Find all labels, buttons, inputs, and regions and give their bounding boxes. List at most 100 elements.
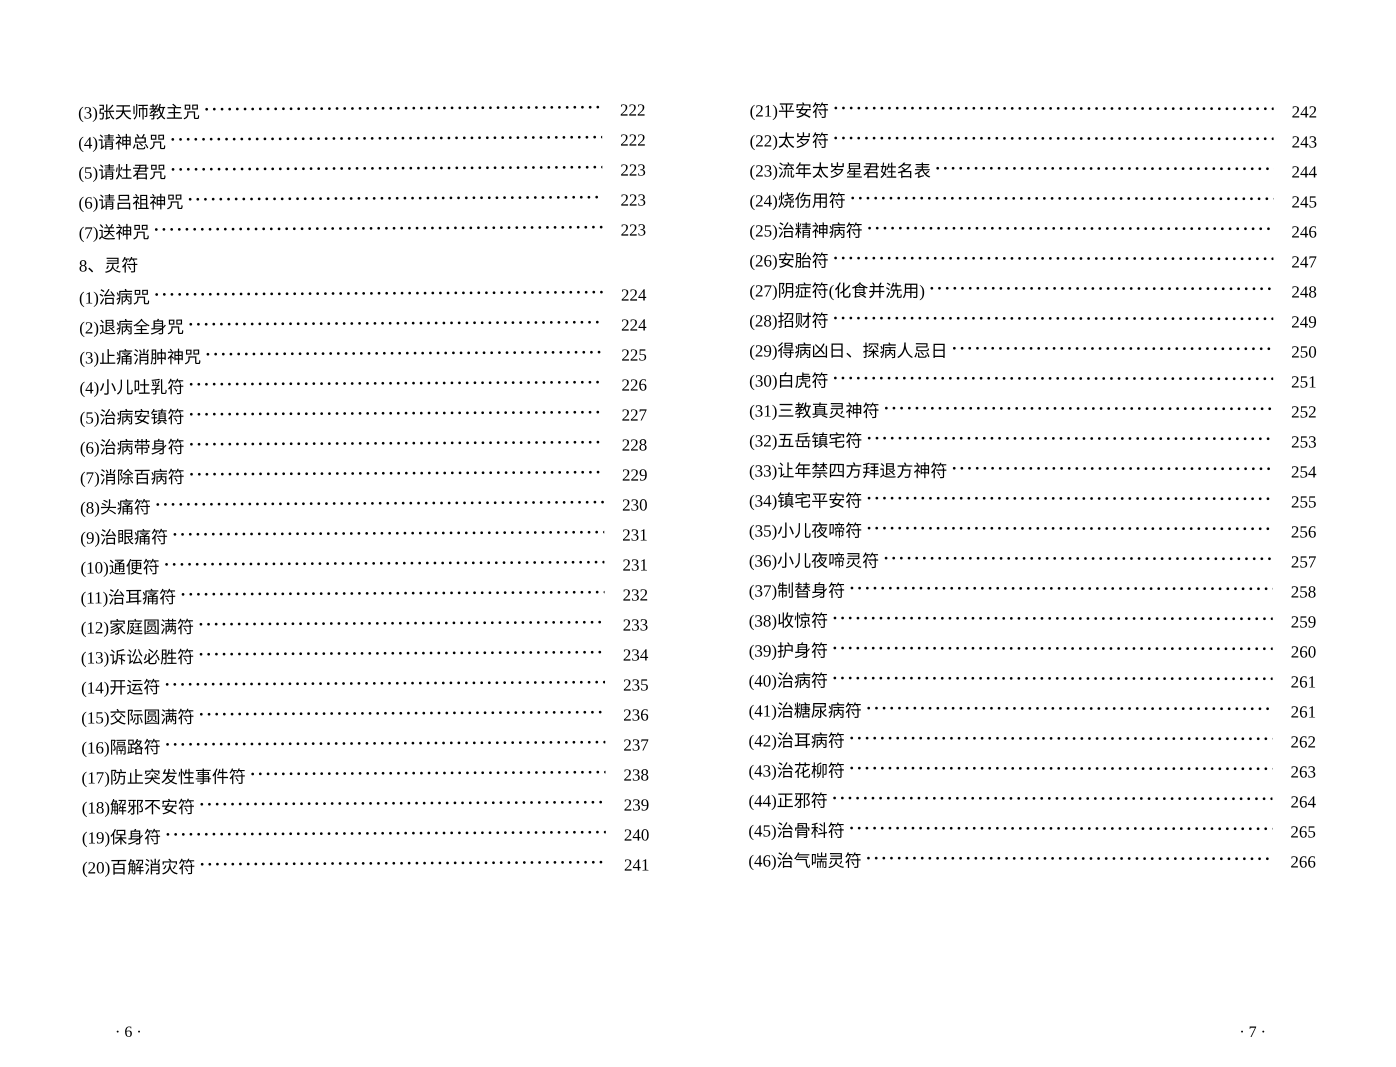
toc-entry: (39)护身符 260 xyxy=(748,640,1316,661)
toc-entry-page: 255 xyxy=(1276,493,1316,510)
toc-entry-page: 260 xyxy=(1276,643,1316,660)
toc-entry-label: (46)治气喘灵符 xyxy=(748,853,861,870)
toc-entry-label: (44)正邪符 xyxy=(748,793,827,810)
toc-leader-dots xyxy=(154,284,603,303)
toc-entry-label: (16)隔路符 xyxy=(81,739,160,756)
toc-leader-dots xyxy=(831,790,1271,808)
toc-entry-label: (33)让年禁四方拜退方神符 xyxy=(749,463,947,480)
toc-leader-dots xyxy=(153,219,602,238)
toc-entry: (17)防止突发性事件符238 xyxy=(81,764,649,787)
toc-entry-label: (4)小儿吐乳符 xyxy=(79,379,184,397)
toc-entry: (33)让年禁四方拜退方神符 254 xyxy=(749,460,1317,481)
toc-entry-page: 236 xyxy=(609,707,649,724)
toc-entry: (3)止痛消肿神咒 225 xyxy=(79,344,647,367)
toc-entry-label: (9)治眼痛符 xyxy=(80,529,168,546)
toc-entry-page: 259 xyxy=(1276,613,1316,630)
toc-entry: (6)治病带身符228 xyxy=(80,434,648,457)
toc-leader-dots xyxy=(866,520,1272,538)
toc-entry: (5)请灶君咒223 xyxy=(78,159,646,182)
toc-entry: (30)白虎符251 xyxy=(749,370,1317,391)
toc-entry-label: (34)镇宅平安符 xyxy=(748,493,861,510)
toc-entry-page: 254 xyxy=(1276,463,1316,480)
toc-entry: (8)头痛符 230 xyxy=(80,494,648,517)
toc-entry-page: 224 xyxy=(606,287,646,304)
toc-entry-page: 261 xyxy=(1276,673,1316,690)
toc-entry-page: 248 xyxy=(1276,283,1316,300)
toc-entry: (44)正邪符264 xyxy=(748,790,1316,811)
toc-leader-dots xyxy=(832,100,1272,118)
toc-entry-page: 240 xyxy=(609,827,649,844)
toc-entry: (32)五岳镇宅符253 xyxy=(749,430,1317,451)
toc-leader-dots xyxy=(188,404,603,423)
toc-entry-label: (3)止痛消肿神咒 xyxy=(79,349,201,367)
toc-leader-dots xyxy=(866,430,1272,448)
toc-entry-page: 223 xyxy=(606,162,646,179)
toc-entry: (23)流年太岁星君姓名表244 xyxy=(749,160,1317,181)
toc-entry-page: 263 xyxy=(1275,763,1315,780)
toc-entry-label: (29)得病凶日、探病人忌日 xyxy=(749,343,947,360)
toc-entry-label: (41)治糖尿病符 xyxy=(748,703,861,720)
toc-entry: (1)治病咒 224 xyxy=(79,284,647,307)
toc-entry-label: (3)张天师教主咒 xyxy=(78,104,200,122)
toc-leader-dots xyxy=(849,190,1272,208)
page-spread: (3)张天师教主咒222(4)请神总咒222(5)请灶君咒223(6)请吕祖神咒… xyxy=(0,0,1396,1067)
toc-entry-page: 244 xyxy=(1277,163,1317,180)
toc-entry-label: (17)防止突发性事件符 xyxy=(81,769,245,787)
toc-entry-label: (6)请吕祖神咒 xyxy=(78,194,183,212)
toc-leader-dots xyxy=(188,314,603,333)
toc-leader-dots xyxy=(165,734,605,753)
toc-entry-page: 242 xyxy=(1277,103,1317,120)
toc-leader-dots xyxy=(164,674,604,693)
toc-leader-dots xyxy=(170,129,602,148)
toc-entry: (24)烧伤用符245 xyxy=(749,190,1317,211)
toc-leader-dots xyxy=(165,824,605,843)
toc-entry: (29)得病凶日、探病人忌日 250 xyxy=(749,340,1317,361)
toc-entry-label: (15)交际圆满符 xyxy=(81,709,194,727)
toc-leader-dots xyxy=(198,614,604,633)
toc-entry-label: (14)开运符 xyxy=(81,679,160,696)
toc-entry: (6)请吕祖神咒223 xyxy=(78,189,646,212)
toc-entry-label: (35)小儿夜啼符 xyxy=(748,523,861,540)
toc-entry-label: (42)治耳病符 xyxy=(748,733,844,750)
toc-entry: (35)小儿夜啼符 256 xyxy=(748,520,1316,541)
toc-entry-page: 225 xyxy=(607,347,647,364)
toc-entry-label: (8)头痛符 xyxy=(80,499,151,516)
toc-entry-label: (11)治耳痛符 xyxy=(81,589,177,607)
toc-entry-page: 223 xyxy=(606,222,646,239)
toc-entry-label: (10)通便符 xyxy=(80,559,159,576)
toc-leader-dots xyxy=(832,370,1272,388)
toc-leader-dots xyxy=(832,610,1272,628)
toc-entry-page: 224 xyxy=(607,317,647,334)
toc-entry-page: 249 xyxy=(1276,313,1316,330)
toc-entry-page: 227 xyxy=(607,407,647,424)
toc-entry-page: 256 xyxy=(1276,523,1316,540)
toc-entry-label: (7)消除百病符 xyxy=(80,469,185,487)
toc-entry-label: (22)太岁符 xyxy=(749,133,828,150)
right-page: (21)平安符242(22)太岁符243(23)流年太岁星君姓名表244(24)… xyxy=(699,100,1367,1007)
toc-entry-page: 226 xyxy=(607,377,647,394)
toc-entry-page: 222 xyxy=(605,102,645,119)
toc-entry-page: 232 xyxy=(608,587,648,604)
toc-entry-page: 243 xyxy=(1277,133,1317,150)
toc-entry: (38)收惊符259 xyxy=(748,610,1316,631)
toc-entry: (36)小儿夜啼灵符257 xyxy=(748,550,1316,571)
toc-leader-dots xyxy=(951,460,1272,478)
toc-entry-page: 230 xyxy=(608,497,648,514)
toc-entry-page: 266 xyxy=(1275,853,1315,870)
toc-entry-label: (1)治病咒 xyxy=(79,289,150,306)
toc-leader-dots xyxy=(205,344,603,363)
toc-entry-page: 247 xyxy=(1276,253,1316,270)
toc-leader-dots xyxy=(848,820,1271,838)
toc-entry: (26)安胎符247 xyxy=(749,250,1317,271)
toc-entry-label: (30)白虎符 xyxy=(749,373,828,390)
toc-entry-label: (20)百解消灾符 xyxy=(82,859,195,877)
toc-entry: (11)治耳痛符 232 xyxy=(81,584,649,607)
toc-entry-page: 250 xyxy=(1276,343,1316,360)
toc-entry-label: (39)护身符 xyxy=(748,643,827,660)
toc-entry: (28)招财符249 xyxy=(749,310,1317,331)
toc-entry-page: 237 xyxy=(609,737,649,754)
toc-entry-page: 262 xyxy=(1276,733,1316,750)
toc-entry: (43)治花柳符263 xyxy=(748,760,1316,781)
toc-entry-label: (45)治骨科符 xyxy=(748,823,844,840)
toc-entry: (4)小儿吐乳符 226 xyxy=(79,374,647,397)
